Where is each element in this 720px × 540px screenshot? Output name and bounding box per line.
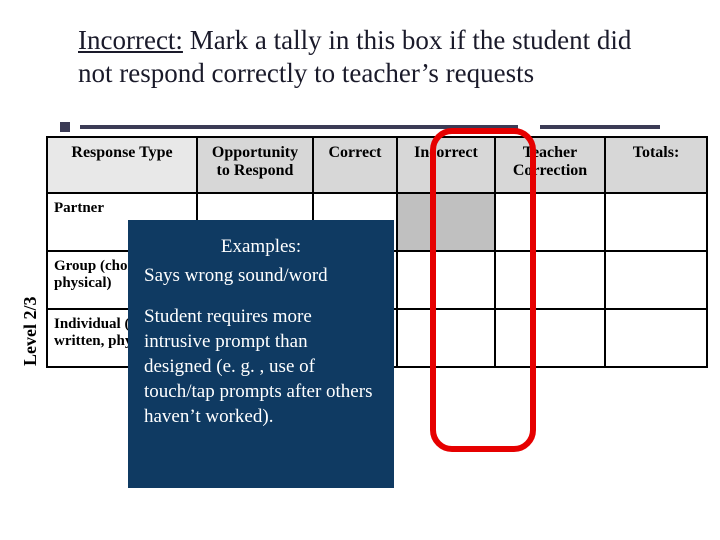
title-underlined: Incorrect: [78, 25, 183, 55]
example-line-2: Student requires more intrusive prompt t… [144, 304, 378, 429]
cell [605, 251, 707, 309]
y-axis-label: Level 2/3 [20, 297, 41, 367]
col-response-type: Response Type [47, 137, 197, 193]
cell-incorrect [397, 193, 495, 251]
cell [605, 309, 707, 367]
rule-line [80, 125, 518, 129]
col-correct: Correct [313, 137, 397, 193]
slide: Incorrect: Mark a tally in this box if t… [0, 0, 720, 540]
spacer [144, 288, 378, 304]
rule-line-short [540, 125, 660, 129]
example-line-1: Says wrong sound/word [144, 263, 378, 288]
header-rule [60, 122, 660, 132]
col-teacher-correction: Teacher Correction [495, 137, 605, 193]
table-header-row: Response Type Opportunity to Respond Cor… [47, 137, 707, 193]
cell [495, 193, 605, 251]
col-totals: Totals: [605, 137, 707, 193]
cell-incorrect [397, 251, 495, 309]
examples-callout: Examples: Says wrong sound/word Student … [128, 220, 394, 488]
cell-incorrect [397, 309, 495, 367]
cell [495, 309, 605, 367]
examples-header: Examples: [144, 234, 378, 259]
page-title: Incorrect: Mark a tally in this box if t… [78, 24, 638, 90]
cell [495, 251, 605, 309]
rule-bullet-icon [60, 122, 70, 132]
cell [605, 193, 707, 251]
col-incorrect: Incorrect [397, 137, 495, 193]
col-opportunity: Opportunity to Respond [197, 137, 313, 193]
